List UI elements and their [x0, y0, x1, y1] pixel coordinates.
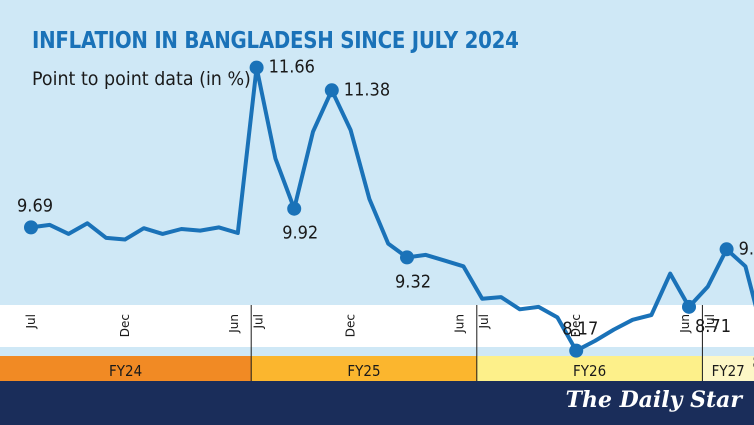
x-tick-label: Jun [678, 314, 692, 334]
x-tick-label: Dec [344, 314, 358, 337]
data-point-label: 11.66 [269, 57, 315, 78]
x-tick-label: Jun [452, 314, 466, 334]
fiscal-year-band [702, 356, 754, 381]
fiscal-year-label: FY26 [573, 363, 606, 380]
chart-subtitle: Point to point data (in %) [32, 68, 251, 90]
brand-logo: The Daily Star [565, 387, 742, 413]
x-tick-label: Jul [252, 314, 266, 329]
data-point-marker [324, 83, 339, 98]
fiscal-year-label: FY24 [109, 363, 142, 380]
data-point-marker [24, 220, 38, 235]
data-point-label: 8.17 [562, 319, 598, 340]
data-point-label: 9.69 [17, 196, 53, 217]
data-point-marker [682, 299, 696, 314]
data-point-label: 9.92 [282, 223, 318, 244]
data-point-label: 11.38 [344, 80, 390, 101]
data-point-marker [249, 60, 264, 75]
fiscal-year-band [0, 356, 252, 381]
fiscal-year-label: FY27 [712, 363, 745, 380]
x-tick-label: Jul [24, 314, 38, 329]
fiscal-year-label: FY25 [347, 363, 380, 380]
data-point-marker [287, 201, 302, 216]
x-axis-strip [0, 305, 754, 347]
data-point-marker [569, 343, 584, 358]
x-tick-label: Jul [477, 314, 491, 329]
data-point-label: 8.71 [695, 316, 731, 337]
data-point-label: 8.32 [752, 353, 754, 374]
data-point-marker [400, 250, 414, 265]
inflation-series-line [29, 65, 754, 353]
data-point-label: 9.42 [739, 238, 754, 259]
footer-bar: The Daily Star [0, 381, 754, 425]
data-point-marker [719, 242, 734, 257]
x-tick-label: Dec [569, 314, 583, 337]
fiscal-year-band [251, 356, 477, 381]
data-point-label: 9.32 [395, 272, 431, 293]
x-tick-label: Jul [703, 314, 717, 329]
fiscal-year-band [476, 356, 703, 381]
chart-title: INFLATION IN BANGLADESH SINCE JULY 2024 [32, 28, 519, 54]
x-tick-label: Jun [227, 314, 241, 334]
x-tick-label: Dec [118, 314, 132, 337]
